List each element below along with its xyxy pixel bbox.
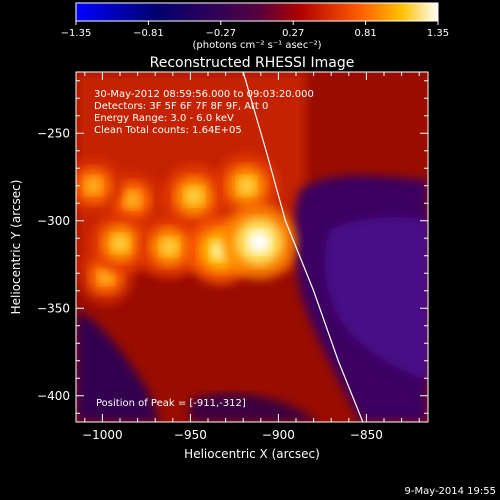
heatmap [76, 72, 428, 422]
quiet-region-right-inner [324, 217, 428, 380]
y-axis-label: Heliocentric Y (arcsec) [9, 180, 23, 315]
x-tick-label: −1000 [82, 428, 123, 442]
x-tick-label: −850 [350, 428, 383, 442]
y-axis-ticks: −400 −350 −300 −250 [37, 80, 428, 414]
colorbar [75, 2, 439, 22]
quiet-region-bottom [190, 393, 320, 422]
colorbar-unit-label: (photons cm⁻² s⁻¹ asec⁻²) [192, 40, 321, 51]
x-axis-ticks: −1000 −950 −900 −850 [82, 72, 420, 442]
annotation-peak: Position of Peak = [-911,-312] [96, 398, 246, 409]
x-axis-label: Heliocentric X (arcsec) [184, 447, 320, 461]
source-peak [159, 237, 179, 257]
annotation-energy: Energy Range: 3.0 - 6.0 keV [94, 113, 234, 124]
chart-title: Reconstructed RHESSI Image [150, 55, 355, 71]
annotation-clean: Clean Total counts: 1.64E+05 [94, 125, 242, 136]
source-peak [84, 176, 103, 195]
y-tick-label: −350 [37, 301, 70, 315]
source-peak [236, 176, 257, 196]
y-tick-label: −250 [37, 126, 70, 140]
source-peak [184, 186, 204, 206]
colorbar-tick-label: 0.81 [354, 28, 376, 39]
colorbar-tick-label: −1.35 [61, 28, 92, 39]
source-peak [247, 230, 271, 254]
colorbar-tick-label: −0.81 [133, 28, 164, 39]
x-tick-label: −900 [262, 428, 295, 442]
colorbar-tick-label: −0.27 [205, 28, 236, 39]
source-peak [123, 190, 142, 209]
y-tick-label: −300 [37, 214, 70, 228]
annotation-detectors: Detectors: 3F 5F 6F 7F 8F 9F, Att 0 [94, 101, 268, 112]
footer-date: 9-May-2014 19:55 [404, 486, 496, 497]
source-peak [97, 268, 115, 286]
emission-sources [76, 154, 297, 304]
colorbar-tick-label: 0.27 [282, 28, 304, 39]
colorbar-ticks: −1.35 −0.81 −0.27 0.27 0.81 1.35 [61, 21, 449, 39]
annotation-time: 30-May-2012 08:59:56.000 to 09:03:20.000 [94, 89, 314, 100]
quiet-region-left [76, 310, 160, 422]
y-tick-label: −400 [37, 389, 70, 403]
colorbar-tick-label: 1.35 [427, 28, 449, 39]
x-tick-label: −950 [174, 428, 207, 442]
source-peak [110, 234, 130, 253]
solar-limb-curve [242, 72, 364, 422]
plot-frame [75, 71, 429, 423]
